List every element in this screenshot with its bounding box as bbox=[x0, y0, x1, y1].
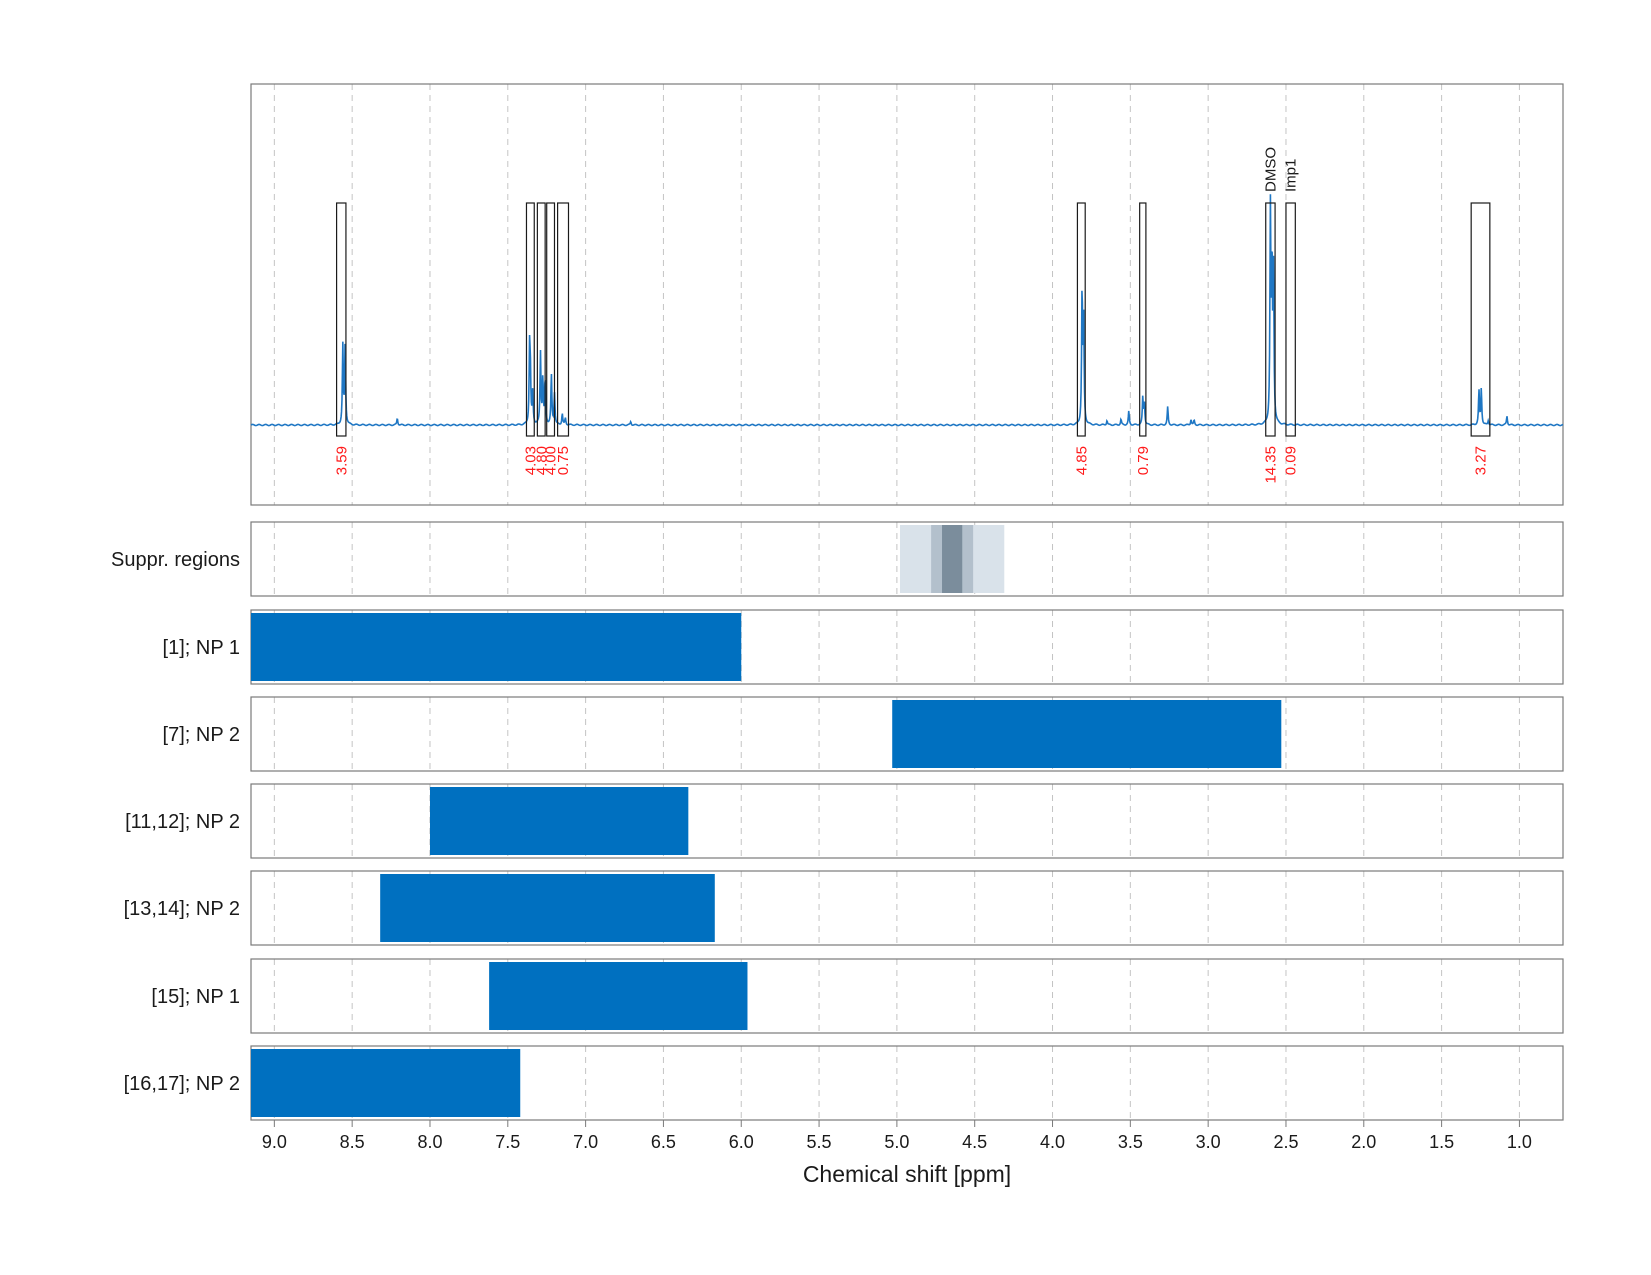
signal-box bbox=[525, 202, 535, 437]
x-tick-label: 2.5 bbox=[1273, 1132, 1298, 1152]
x-tick-label: 4.0 bbox=[1040, 1132, 1065, 1152]
signal-box bbox=[1265, 202, 1276, 437]
region-bar bbox=[489, 962, 748, 1030]
x-tick-label: 6.0 bbox=[729, 1132, 754, 1152]
x-tick-label: 8.0 bbox=[417, 1132, 442, 1152]
signal-box bbox=[557, 202, 570, 437]
signal-box bbox=[546, 202, 556, 437]
integral-label: 14.35 bbox=[1262, 446, 1279, 484]
region-bar bbox=[429, 787, 689, 855]
row-label: Suppr. regions bbox=[111, 549, 240, 571]
x-tick-label: 3.0 bbox=[1196, 1132, 1221, 1152]
x-tick-label: 3.5 bbox=[1118, 1132, 1143, 1152]
row-frame bbox=[250, 870, 1564, 946]
x-tick-label: 2.0 bbox=[1351, 1132, 1376, 1152]
x-axis: 9.0 8.5 8.0 7.5 7.0 6.5 6.0 5.5 5.0 4.5 4.0 3.5 3.0 2… bbox=[262, 1120, 1532, 1152]
signal-annotation: Imp1 bbox=[1283, 159, 1300, 192]
row-frame bbox=[250, 696, 1564, 772]
grid-lines bbox=[273, 84, 1520, 1120]
row-label: [1]; NP 1 bbox=[163, 637, 240, 659]
integral-label: 4.85 bbox=[1073, 446, 1090, 475]
integral-label: 4.00 bbox=[543, 446, 560, 475]
x-tick-label: 1.5 bbox=[1429, 1132, 1454, 1152]
signal-box bbox=[1076, 202, 1086, 437]
spectrum-panel: 3.59 4.034.804.000.75 4.85 0.79 14.35 DMSO 0.0… bbox=[250, 83, 1564, 506]
region-bar bbox=[892, 700, 1282, 768]
x-tick-label: 9.0 bbox=[262, 1132, 287, 1152]
signal-box bbox=[1139, 202, 1147, 437]
x-tick-label: 5.0 bbox=[884, 1132, 909, 1152]
row-label: [7]; NP 2 bbox=[163, 724, 240, 746]
integral-label: 3.27 bbox=[1473, 446, 1490, 475]
row-label: [15]; NP 1 bbox=[151, 986, 240, 1008]
integral-label: 3.59 bbox=[333, 446, 350, 475]
integral-label: 4.80 bbox=[533, 446, 550, 475]
region-bar bbox=[251, 613, 742, 681]
row-frame bbox=[250, 521, 1564, 597]
row-label: [11,12]; NP 2 bbox=[125, 811, 240, 833]
region-rows: Suppr. regions [1]; NP 1 [7]; NP 2 [11,12];… bbox=[111, 521, 1564, 1121]
x-tick-label: 4.5 bbox=[962, 1132, 987, 1152]
integral-label: 4.03 bbox=[522, 446, 539, 475]
signal-box bbox=[335, 202, 347, 437]
x-tick-label: 7.5 bbox=[495, 1132, 520, 1152]
signal-box bbox=[536, 202, 546, 437]
x-tick-label: 6.5 bbox=[651, 1132, 676, 1152]
signal-annotation: DMSO bbox=[1262, 147, 1279, 192]
x-tick-label: 8.5 bbox=[340, 1132, 365, 1152]
integral-label: 0.75 bbox=[555, 446, 572, 475]
integral-label: 0.79 bbox=[1135, 446, 1152, 475]
x-tick-label: 7.0 bbox=[573, 1132, 598, 1152]
spectrum-frame bbox=[250, 83, 1564, 506]
row-frame bbox=[250, 783, 1564, 859]
signal-box bbox=[1470, 202, 1491, 437]
integral-label: 0.09 bbox=[1283, 446, 1300, 475]
x-tick-label: 1.0 bbox=[1507, 1132, 1532, 1152]
spectrum-line bbox=[250, 194, 1564, 427]
row-label: [16,17]; NP 2 bbox=[124, 1073, 240, 1095]
region-bar bbox=[380, 874, 715, 942]
signal-box bbox=[1285, 202, 1296, 437]
x-tick-label: 5.5 bbox=[807, 1132, 832, 1152]
x-axis-label: Chemical shift [ppm] bbox=[803, 1161, 1011, 1187]
row-frame bbox=[250, 958, 1564, 1034]
region-bar bbox=[251, 1049, 521, 1117]
row-label: [13,14]; NP 2 bbox=[124, 898, 240, 920]
suppression-band bbox=[942, 525, 963, 593]
